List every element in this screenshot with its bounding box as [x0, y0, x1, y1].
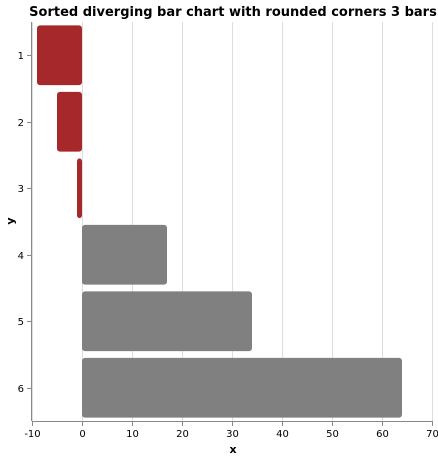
x-tick-label-40: 40: [276, 429, 289, 440]
axes: -10 0 10 20 30 40 50 60 70 1 2 3 4 5 6: [18, 22, 438, 440]
bar-6: [82, 357, 402, 418]
y-tick-label-4: 4: [18, 251, 24, 262]
x-tick-label-30: 30: [226, 429, 239, 440]
chart-title: Sorted diverging bar chart with rounded …: [29, 5, 437, 20]
bar-1: [37, 25, 82, 86]
x-tick-label-10: 10: [126, 429, 139, 440]
x-tick-label-0: 0: [79, 429, 85, 440]
bars: [37, 25, 402, 418]
x-tick-label-60: 60: [376, 429, 389, 440]
y-tick-label-1: 1: [18, 51, 24, 62]
x-tick-label--10: -10: [24, 429, 40, 440]
y-tick-label-6: 6: [18, 384, 24, 395]
bar-4: [82, 224, 167, 285]
x-tick-label-50: 50: [326, 429, 339, 440]
bar-3: [77, 158, 82, 219]
bar-5: [82, 291, 252, 352]
x-axis-title: x: [229, 443, 236, 456]
x-tick-label-20: 20: [176, 429, 189, 440]
y-tick-label-3: 3: [18, 184, 24, 195]
y-tick-label-2: 2: [18, 118, 24, 129]
y-axis-title: y: [4, 217, 17, 224]
bar-2: [57, 91, 82, 152]
y-tick-label-5: 5: [18, 317, 24, 328]
grid-lines: [32, 22, 433, 421]
x-tick-label-70: 70: [426, 429, 438, 440]
